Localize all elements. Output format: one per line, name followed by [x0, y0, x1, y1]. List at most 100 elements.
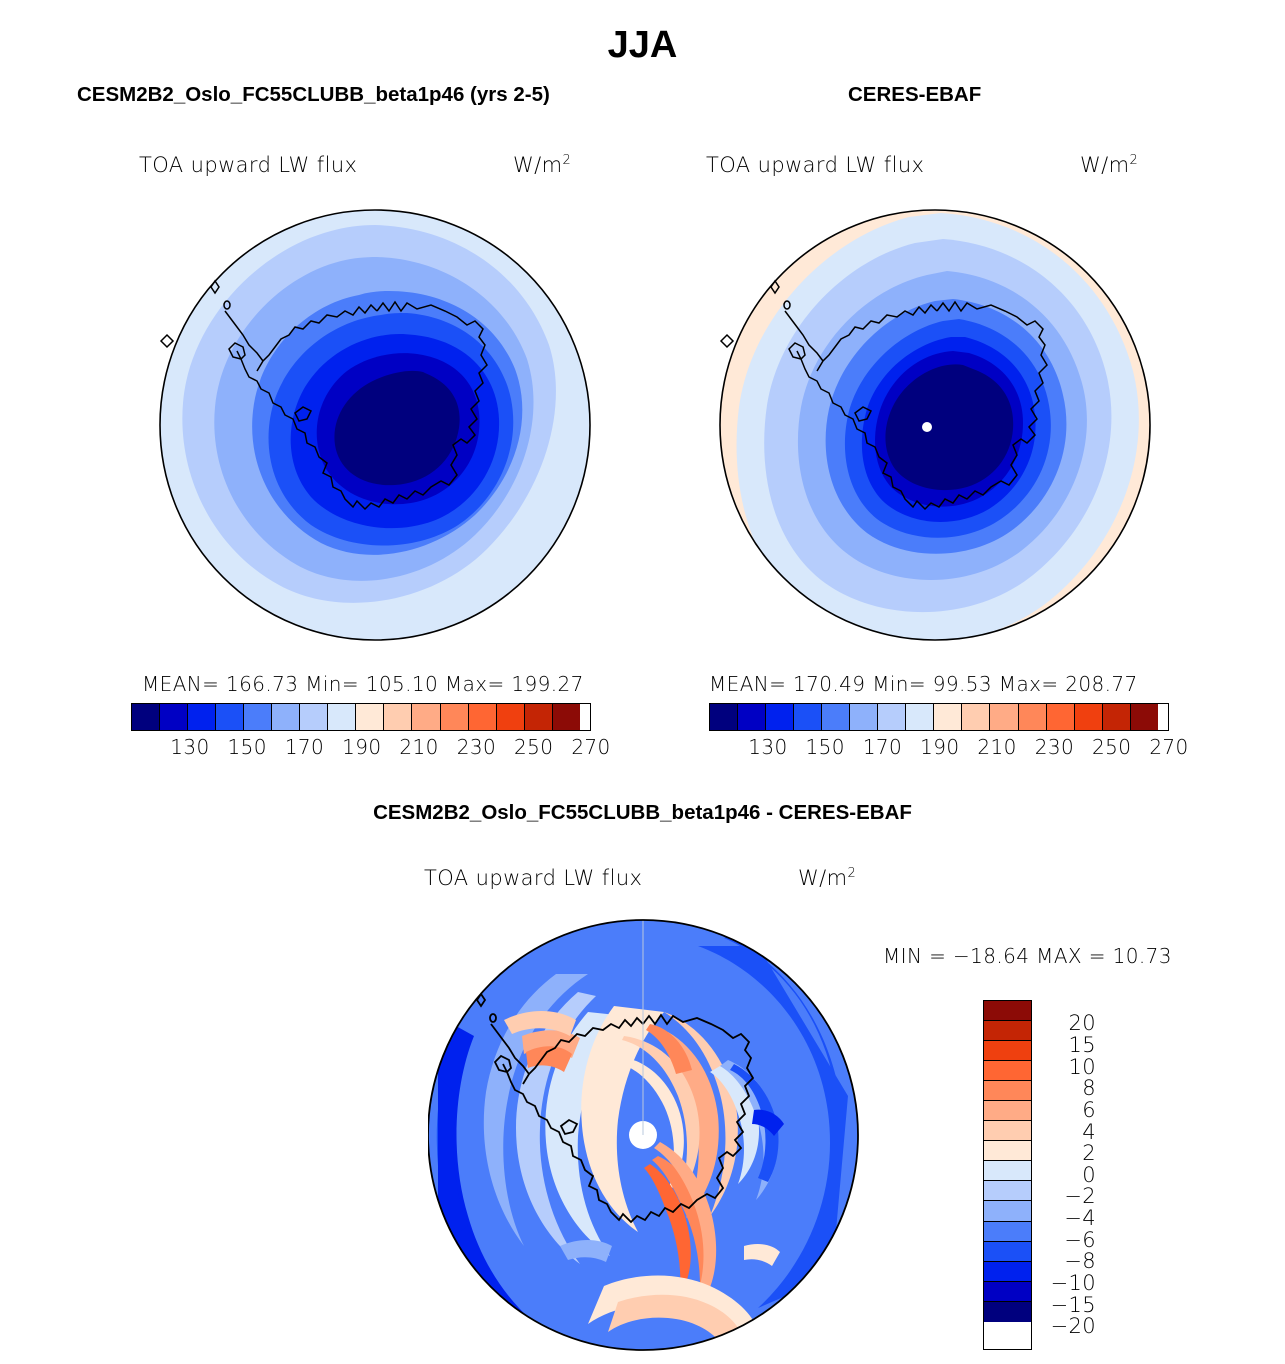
colorbar-cell — [384, 704, 413, 730]
obs-units-label: W/m2 — [1080, 153, 1139, 177]
colorbar-cell — [984, 1041, 1031, 1062]
colorbar-cell — [984, 1301, 1031, 1322]
colorbar-tick-label: −20 — [1050, 1314, 1096, 1339]
colorbar-tick-label: 190 — [920, 735, 960, 759]
colorbar-cell — [300, 704, 329, 730]
obs-map-svg — [719, 209, 1151, 641]
colorbar-cell — [984, 1261, 1031, 1282]
obs-pole-marker — [922, 422, 932, 432]
model-colorbar: 130 150 170 190 210 230 250 270 — [131, 703, 610, 765]
colorbar-tick-label: 270 — [571, 735, 611, 759]
diff-polar-map — [428, 916, 862, 1364]
obs-colorbar-ticks: 130 150 170 190 210 230 250 270 — [709, 735, 1188, 765]
colorbar-cell — [244, 704, 273, 730]
colorbar-cell — [738, 704, 767, 730]
colorbar-cell — [822, 704, 851, 730]
model-stats-line: MEAN= 166.73 Min= 105.10 Max= 199.27 — [142, 672, 584, 696]
colorbar-cell — [412, 704, 441, 730]
colorbar-cell — [766, 704, 795, 730]
colorbar-cell — [984, 1101, 1031, 1122]
colorbar-cell — [496, 704, 525, 730]
obs-colorbar: 130 150 170 190 210 230 250 270 — [709, 703, 1188, 765]
colorbar-tick-label: −15 — [1050, 1292, 1096, 1317]
colorbar-tick-label: 230 — [456, 735, 497, 759]
colorbar-tick-label: 170 — [284, 735, 325, 759]
colorbar-tick-label: −6 — [1064, 1227, 1096, 1252]
colorbar-cell — [984, 1141, 1031, 1162]
colorbar-cell — [188, 704, 217, 730]
colorbar-cell — [984, 1081, 1031, 1102]
colorbar-tick-label: 6 — [1082, 1097, 1096, 1122]
diff-units-label: W/m2 — [798, 866, 857, 890]
colorbar-cell — [216, 704, 245, 730]
colorbar-cell — [984, 1201, 1031, 1222]
diff-stats-line: MIN = −18.64 MAX = 10.73 — [883, 944, 1172, 968]
model-contour-fills — [160, 210, 590, 640]
colorbar-cell — [1018, 704, 1047, 730]
figure-main-title: JJA — [607, 24, 678, 66]
colorbar-tick-label: −10 — [1050, 1271, 1096, 1296]
colorbar-cell — [1102, 704, 1131, 730]
obs-colorbar-cells — [709, 703, 1169, 731]
diff-variable-label: TOA upward LW flux — [424, 866, 643, 890]
obs-coastline — [719, 279, 1048, 511]
colorbar-cell — [1130, 704, 1158, 730]
colorbar-tick-label: 0 — [1082, 1162, 1096, 1187]
colorbar-cell — [906, 704, 935, 730]
diff-panel-title: CESM2B2_Oslo_FC55CLUBB_beta1p46 - CERES-… — [373, 801, 912, 824]
obs-stats-line: MEAN= 170.49 Min= 99.53 Max= 208.77 — [709, 672, 1138, 696]
colorbar-cell — [794, 704, 823, 730]
obs-contour-fills — [720, 210, 1150, 640]
colorbar-tick-label: 20 — [1068, 1011, 1096, 1036]
colorbar-cell — [984, 1281, 1031, 1302]
obs-variable-label: TOA upward LW flux — [706, 153, 925, 177]
colorbar-cell — [984, 1161, 1031, 1182]
diff-colorbar-ticks: 20 15 10 8 6 4 2 0 −2 −4 −6 −8 −10 −15 −20 — [1038, 1000, 1098, 1348]
colorbar-tick-label: 8 — [1082, 1076, 1096, 1101]
colorbar-tick-label: −8 — [1064, 1249, 1096, 1274]
colorbar-tick-label: 170 — [862, 735, 903, 759]
colorbar-tick-label: 15 — [1068, 1032, 1096, 1057]
colorbar-cell — [272, 704, 301, 730]
colorbar-cell — [468, 704, 497, 730]
colorbar-tick-label: 230 — [1034, 735, 1075, 759]
colorbar-tick-label: 190 — [342, 735, 382, 759]
colorbar-cell — [934, 704, 963, 730]
colorbar-cell — [710, 704, 739, 730]
colorbar-cell — [328, 704, 357, 730]
diff-coastline — [475, 992, 755, 1224]
colorbar-tick-label: 210 — [399, 735, 439, 759]
colorbar-cell — [132, 704, 161, 730]
colorbar-tick-label: 10 — [1068, 1054, 1096, 1079]
colorbar-tick-label: 210 — [977, 735, 1017, 759]
colorbar-cell — [984, 1121, 1031, 1142]
colorbar-cell — [524, 704, 553, 730]
colorbar-cell — [990, 704, 1019, 730]
colorbar-tick-label: 130 — [748, 735, 788, 759]
colorbar-cell — [984, 1221, 1031, 1242]
colorbar-cell — [878, 704, 907, 730]
colorbar-cell — [1074, 704, 1103, 730]
colorbar-tick-label: −4 — [1064, 1206, 1096, 1231]
colorbar-cell — [552, 704, 580, 730]
model-variable-label: TOA upward LW flux — [139, 153, 358, 177]
colorbar-cell — [984, 1021, 1031, 1042]
model-units-label: W/m2 — [513, 153, 572, 177]
colorbar-tick-label: 130 — [170, 735, 210, 759]
obs-polar-map — [705, 195, 1165, 655]
colorbar-tick-label: 150 — [805, 735, 845, 759]
colorbar-cell — [962, 704, 991, 730]
colorbar-tick-label: 4 — [1082, 1119, 1096, 1144]
colorbar-cell — [850, 704, 879, 730]
colorbar-tick-label: 150 — [227, 735, 267, 759]
colorbar-tick-label: 2 — [1082, 1141, 1096, 1166]
colorbar-cell — [984, 1001, 1031, 1022]
colorbar-cell — [984, 1181, 1031, 1202]
model-colorbar-ticks: 130 150 170 190 210 230 250 270 — [131, 735, 610, 765]
model-panel-title: CESM2B2_Oslo_FC55CLUBB_beta1p46 (yrs 2-5… — [77, 83, 550, 106]
diff-map-svg — [428, 919, 859, 1351]
colorbar-tick-label: 270 — [1149, 735, 1189, 759]
colorbar-tick-label: 250 — [514, 735, 554, 759]
colorbar-cell — [984, 1241, 1031, 1262]
colorbar-tick-label: 250 — [1092, 735, 1132, 759]
